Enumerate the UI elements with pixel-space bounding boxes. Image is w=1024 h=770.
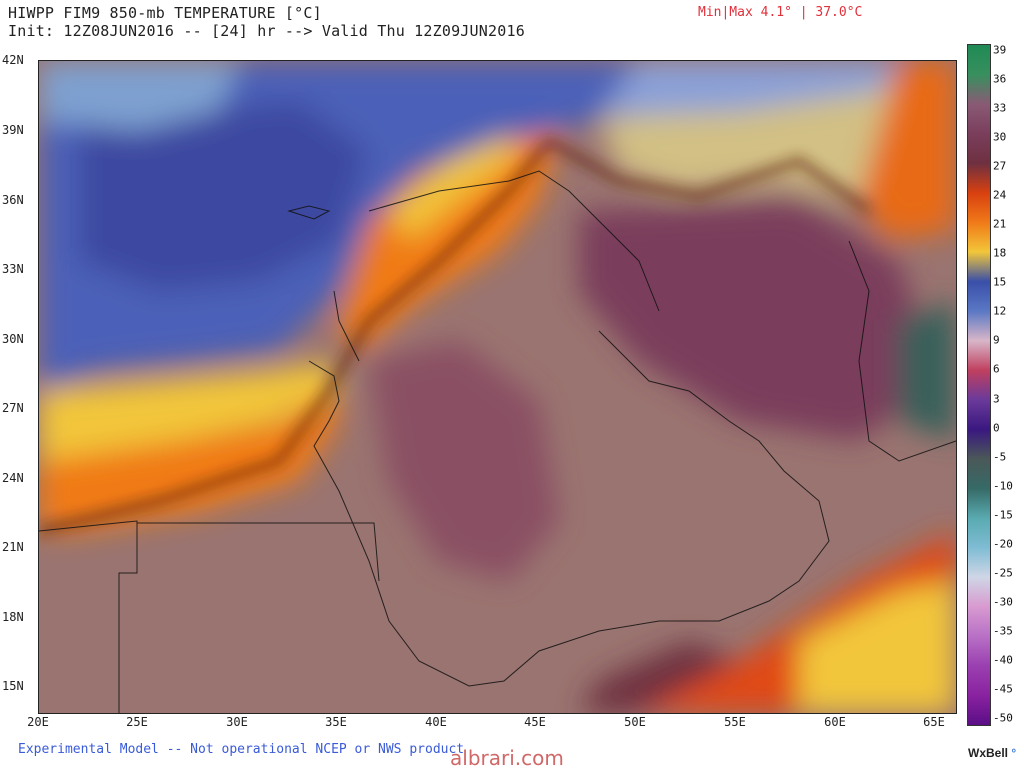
experimental-model-note: Experimental Model -- Not operational NC… <box>18 742 465 757</box>
lat-label-15n: 15N <box>2 679 24 693</box>
lat-label-18n: 18N <box>2 610 24 624</box>
color-scale-label: 33 <box>993 101 1007 115</box>
color-scale-label: 30 <box>993 130 1007 144</box>
lat-label-36n: 36N <box>2 193 24 207</box>
color-scale-label: -50 <box>993 711 1013 725</box>
brand-dot-icon: ° <box>1008 746 1017 760</box>
color-scale-label: -15 <box>993 508 1013 522</box>
map-title: HIWPP FIM9 850-mb TEMPERATURE [°C] <box>8 4 322 22</box>
color-scale-label: -20 <box>993 537 1013 551</box>
color-scale-label: -35 <box>993 624 1013 638</box>
lon-label-35e: 35E <box>325 715 347 729</box>
color-scale-label: 27 <box>993 159 1007 173</box>
color-scale-label: -30 <box>993 595 1013 609</box>
color-scale-label: 15 <box>993 275 1007 289</box>
color-scale-label: 36 <box>993 72 1007 86</box>
color-scale-label: 18 <box>993 246 1007 260</box>
lon-label-55e: 55E <box>724 715 746 729</box>
lon-label-50e: 50E <box>624 715 646 729</box>
lon-label-25e: 25E <box>126 715 148 729</box>
lat-label-21n: 21N <box>2 540 24 554</box>
lat-label-30n: 30N <box>2 332 24 346</box>
min-max-readout: Min|Max 4.1° | 37.0°C <box>698 5 863 20</box>
color-scale-label: 6 <box>993 362 1000 376</box>
temperature-map[interactable] <box>38 60 957 714</box>
lon-label-60e: 60E <box>824 715 846 729</box>
lat-label-42n: 42N <box>2 53 24 67</box>
color-scale-bar <box>967 44 991 726</box>
watermark: albrari.com <box>450 746 564 770</box>
brand-text: WxBell <box>968 746 1009 760</box>
lon-label-40e: 40E <box>425 715 447 729</box>
color-scale-label: -10 <box>993 479 1013 493</box>
lat-label-39n: 39N <box>2 123 24 137</box>
color-scale-label: 12 <box>993 304 1007 318</box>
color-scale-label: -45 <box>993 682 1013 696</box>
lon-label-20e: 20E <box>27 715 49 729</box>
color-scale-label: -5 <box>993 450 1007 464</box>
color-scale-label: 39 <box>993 43 1007 57</box>
lon-label-30e: 30E <box>226 715 248 729</box>
color-scale-label: -40 <box>993 653 1013 667</box>
temperature-field <box>39 61 956 713</box>
color-scale-label: 24 <box>993 188 1007 202</box>
lat-label-24n: 24N <box>2 471 24 485</box>
color-scale-label: 3 <box>993 392 1000 406</box>
color-scale-label: 21 <box>993 217 1007 231</box>
lat-label-27n: 27N <box>2 401 24 415</box>
wxbell-logo: WxBell ° <box>968 746 1016 760</box>
lat-label-33n: 33N <box>2 262 24 276</box>
lon-label-65e: 65E <box>923 715 945 729</box>
color-scale-label: 9 <box>993 333 1000 347</box>
init-valid-line: Init: 12Z08JUN2016 -- [24] hr --> Valid … <box>8 22 525 40</box>
color-scale-label: 0 <box>993 421 1000 435</box>
color-scale-label: -25 <box>993 566 1013 580</box>
lon-label-45e: 45E <box>524 715 546 729</box>
